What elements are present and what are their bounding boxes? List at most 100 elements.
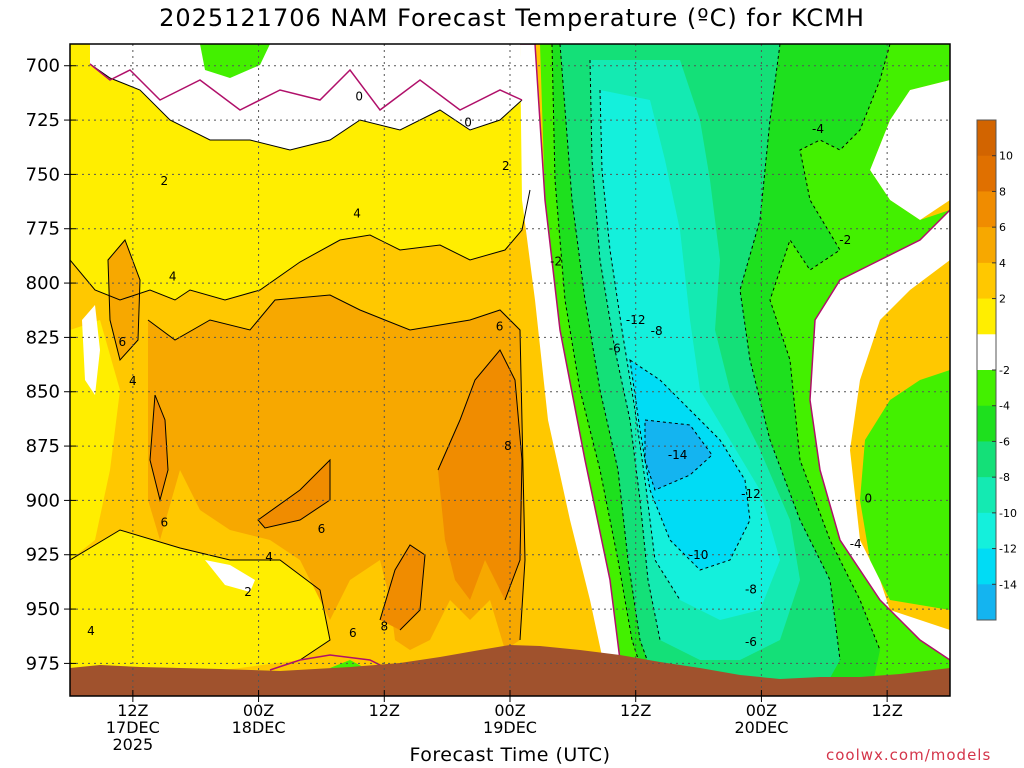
contour-0-top [89, 63, 523, 112]
contour-label: -6 [745, 635, 757, 649]
colorbar-swatch [977, 227, 996, 264]
colorbar-label: -8 [999, 471, 1010, 484]
field-6-8-left [108, 240, 140, 360]
contour-6-left [107, 239, 141, 362]
contour-label: 4 [265, 550, 273, 564]
colorbar-label: -10 [999, 507, 1017, 520]
contour-4-lower [70, 529, 331, 661]
field-m2-m4-right [860, 370, 950, 610]
x-axis-label: Forecast Time (UTC) [409, 744, 611, 766]
colorbar-swatch [977, 584, 996, 621]
colorbar-label: 10 [999, 150, 1013, 163]
x-tick-label: 17DEC [106, 718, 160, 737]
x-tick-label: 18DEC [232, 718, 286, 737]
contour-label: 4 [353, 207, 361, 221]
colorbar-swatch [977, 441, 996, 478]
colorbar-label: 2 [999, 293, 1006, 306]
colorbar-swatch [977, 370, 996, 407]
contour-6 [147, 294, 526, 641]
colorbar-label: -14 [999, 578, 1017, 591]
contour-m4 [551, 44, 651, 696]
colorbar-swatch [977, 262, 996, 300]
x-tick-label: 20DEC [734, 718, 788, 737]
contour-label: -14 [668, 448, 688, 462]
y-tick-label: 875 [26, 436, 60, 457]
x-tick-label: 2025 [112, 735, 153, 754]
y-tick-label: 850 [26, 382, 60, 403]
contour-label: -2 [550, 255, 562, 269]
y-tick-label: 750 [26, 164, 60, 185]
colorbar-label: -4 [999, 400, 1010, 413]
colorbar-label: 6 [999, 221, 1006, 234]
field-0-2-top [870, 80, 950, 220]
colorbar-swatch [977, 155, 996, 192]
contour-zero [89, 44, 950, 671]
colorbar: 10 8 6 4 2 -2 -4 -6 -8 -10 -12 -14 [976, 119, 1017, 621]
colorbar-label: -6 [999, 435, 1010, 448]
contour-2 [89, 63, 523, 151]
contour-label: 0 [464, 115, 472, 129]
colorbar-swatch [977, 334, 996, 371]
contour-m12 [629, 358, 751, 571]
y-tick-label: 825 [26, 327, 60, 348]
contour-label: -12 [626, 313, 646, 327]
field-m14-m16 [645, 420, 712, 490]
colorbar-label: -12 [999, 543, 1017, 556]
contour-lines [70, 63, 531, 661]
contour-label: 4 [87, 624, 95, 638]
colorbar-swatch [977, 120, 996, 157]
contour-label: -4 [850, 537, 862, 551]
contour-label: 4 [129, 374, 137, 388]
contour-label: 6 [496, 320, 504, 334]
x-tick-label: 00Z [746, 701, 777, 720]
colorbar-label: 8 [999, 185, 1006, 198]
contour-label: 6 [160, 515, 168, 529]
y-tick-label: 925 [26, 545, 60, 566]
contour-label: 6 [119, 335, 127, 349]
contour-lines-negative [551, 44, 891, 696]
contour-label: -4 [812, 122, 824, 136]
contour-label: 2 [244, 585, 252, 599]
y-tick-label: 900 [26, 490, 60, 511]
y-tick-label: 725 [26, 110, 60, 131]
contour-label: -8 [651, 324, 663, 338]
x-tick-label: 12Z [117, 701, 148, 720]
field-6-8 [148, 295, 525, 650]
colorbar-label: -2 [999, 364, 1010, 377]
y-tick-label: 775 [26, 219, 60, 240]
x-tick-label: 12Z [871, 701, 902, 720]
contour-m14 [644, 419, 713, 491]
contour-m6 [559, 44, 661, 696]
contour-label: 6 [318, 522, 326, 536]
y-tick-label: 800 [26, 273, 60, 294]
contour-label: 2 [160, 174, 168, 188]
terrain [70, 645, 950, 696]
contour-labels: 0 0 2 2 4 4 -2 -2 -4 6 6 4 -12 -8 -6 8 -14 -12 0 6 6 4 -4 -10 2 -… [87, 89, 872, 649]
colorbar-swatch [977, 477, 996, 514]
y-tick-label: 975 [26, 653, 60, 674]
x-tick-label: 12Z [369, 701, 400, 720]
contour-label: -12 [741, 487, 761, 501]
colorbar-swatch [977, 405, 996, 442]
colorbar-swatch [977, 548, 996, 585]
colorbar-swatch [977, 512, 996, 550]
colorbar-label: 4 [999, 257, 1006, 270]
contour-label: -6 [609, 341, 621, 355]
x-tick-label: 12Z [620, 701, 651, 720]
y-tick-label: 950 [26, 599, 60, 620]
colorbar-swatch [977, 298, 996, 335]
source-credit: coolwx.com/models [826, 746, 992, 764]
contour-0-right [809, 209, 950, 661]
contour-m8 [589, 59, 661, 641]
contour-8-d [379, 544, 426, 631]
x-tick-label: 19DEC [483, 718, 537, 737]
contour-label: 8 [380, 620, 388, 634]
contour-label: 0 [355, 89, 363, 103]
field-2-4-lower [70, 530, 330, 672]
field-m2-m4-blob [200, 44, 270, 78]
contour-label: 0 [864, 491, 872, 505]
contour-8-c [149, 394, 169, 502]
contour-label: -10 [689, 548, 709, 562]
